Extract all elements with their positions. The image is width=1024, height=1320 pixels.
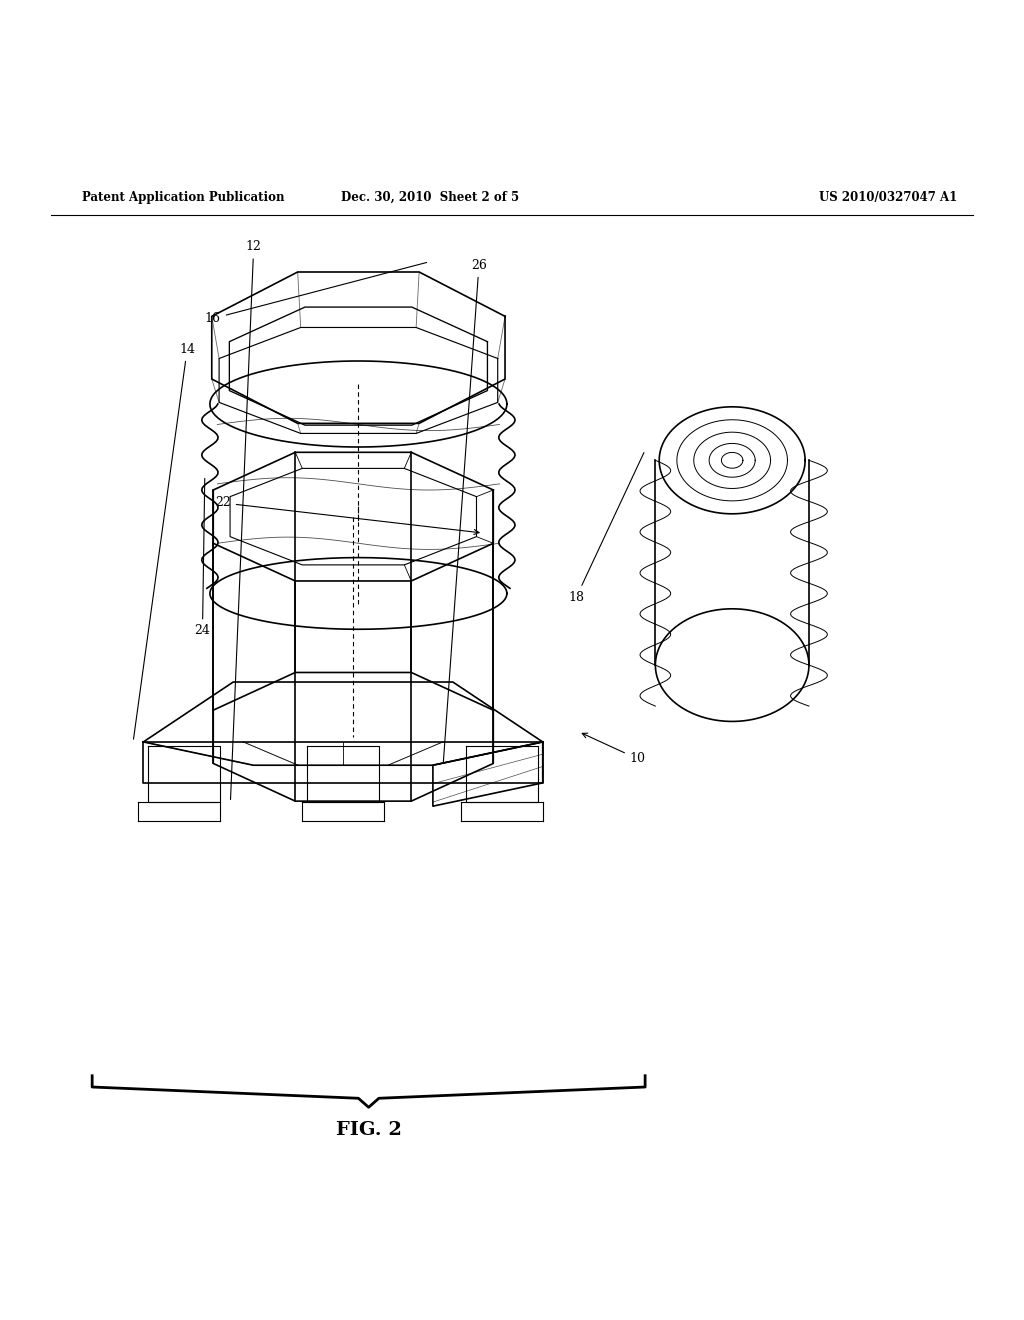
Text: 18: 18 (568, 453, 644, 603)
Text: FIG. 2: FIG. 2 (336, 1121, 401, 1139)
Text: 22: 22 (215, 496, 479, 535)
Text: Dec. 30, 2010  Sheet 2 of 5: Dec. 30, 2010 Sheet 2 of 5 (341, 191, 519, 205)
Text: 24: 24 (195, 478, 211, 638)
Text: US 2010/0327047 A1: US 2010/0327047 A1 (819, 191, 957, 205)
Text: Patent Application Publication: Patent Application Publication (82, 191, 285, 205)
Text: 10: 10 (583, 733, 646, 766)
Text: 14: 14 (133, 343, 196, 739)
Text: 16: 16 (205, 263, 427, 325)
Text: 12: 12 (230, 240, 262, 800)
Text: 26: 26 (443, 259, 487, 763)
